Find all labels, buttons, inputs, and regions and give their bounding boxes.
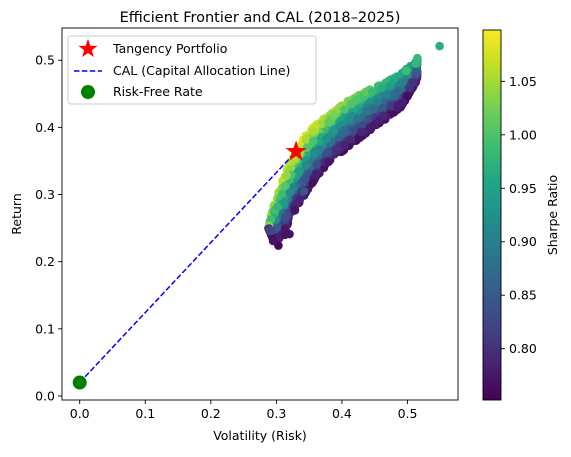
frontier-point — [322, 134, 331, 144]
frontier-point — [346, 135, 355, 144]
legend: Tangency Portfolio CAL (Capital Allocati… — [67, 35, 317, 105]
frontier-point — [293, 168, 303, 178]
frontier-point — [367, 87, 377, 97]
frontier-point — [311, 170, 321, 180]
frontier-point — [377, 103, 387, 113]
frontier-point — [403, 91, 413, 101]
plot-area — [72, 41, 444, 390]
legend-box — [67, 35, 317, 105]
frontier-point — [394, 86, 404, 96]
frontier-point — [365, 114, 374, 123]
plot-frame — [61, 27, 459, 401]
frontier-point — [340, 140, 349, 150]
legend-label-risk-free: Risk-Free Rate — [113, 84, 203, 99]
x-tick-label: 0.4 — [332, 406, 352, 421]
x-tick-label: 0.1 — [135, 406, 155, 421]
frontier-point — [324, 118, 333, 127]
colorbar-tick-label: 1.00 — [509, 127, 537, 142]
frontier-point — [361, 87, 371, 96]
frontier-point — [382, 90, 392, 99]
frontier-point — [309, 136, 318, 146]
frontier-point — [268, 236, 278, 246]
frontier-point — [285, 188, 295, 197]
frontier-point — [279, 188, 288, 198]
frontier-point — [312, 160, 322, 169]
frontier-point — [324, 157, 333, 166]
x-tick-label: 0.5 — [398, 406, 418, 421]
x-axis: 0.0 0.1 0.2 0.3 0.4 0.5 — [70, 400, 418, 421]
frontier-point — [282, 171, 291, 180]
x-tick-label: 0.3 — [266, 406, 286, 421]
frontier-point — [401, 66, 411, 76]
frontier-point — [408, 78, 418, 87]
colorbar-tick-label: 1.05 — [509, 74, 537, 89]
y-tick-label: 0.1 — [35, 321, 55, 336]
frontier-point — [357, 127, 366, 137]
frontier-point — [411, 59, 421, 68]
frontier-point — [329, 110, 339, 119]
frontier-point — [301, 161, 310, 170]
frontier-point — [319, 163, 329, 172]
legend-star-icon — [78, 39, 98, 58]
colorbar-tick-label: 0.95 — [509, 181, 537, 196]
frontier-point — [265, 225, 275, 235]
frontier-point — [302, 135, 312, 144]
frontier-point — [337, 129, 347, 138]
x-tick-label: 0.2 — [201, 406, 221, 421]
y-tick-label: 0.0 — [35, 388, 55, 403]
legend-circle-icon — [81, 85, 95, 99]
frontier-point — [323, 147, 333, 157]
frontier-point — [353, 114, 362, 123]
colorbar-tick-label: 0.80 — [509, 341, 537, 356]
cal-line — [79, 151, 297, 384]
frontier-point — [302, 143, 312, 153]
frontier-point — [307, 178, 317, 188]
colorbar-tick-label: 0.90 — [509, 234, 537, 249]
x-axis-label: Volatility (Risk) — [213, 428, 307, 443]
frontier-point — [299, 186, 309, 196]
frontier-scatter — [264, 41, 444, 250]
chart-title: Efficient Frontier and CAL (2018–2025) — [120, 10, 401, 26]
frontier-point — [290, 206, 299, 215]
y-axis: 0.0 0.1 0.2 0.3 0.4 0.5 — [35, 53, 62, 403]
y-axis-label: Return — [9, 193, 24, 234]
colorbar: 0.80 0.85 0.90 0.95 1.00 1.05 Sharpe Ratio — [482, 29, 560, 401]
frontier-point — [329, 126, 338, 135]
frontier-point — [412, 67, 422, 76]
frontier-point — [309, 127, 318, 136]
frontier-point — [273, 202, 282, 211]
frontier-point — [281, 212, 290, 222]
colorbar-gradient — [482, 29, 502, 401]
frontier-point — [369, 104, 379, 114]
frontier-point — [377, 83, 387, 93]
legend-label-tangency: Tangency Portfolio — [112, 41, 227, 56]
frontier-point — [347, 99, 356, 109]
frontier-point — [385, 81, 395, 90]
y-tick-label: 0.4 — [35, 120, 55, 135]
frontier-point — [372, 97, 382, 107]
colorbar-label: Sharpe Ratio — [545, 175, 560, 255]
y-tick-label: 0.2 — [35, 254, 55, 269]
x-tick-label: 0.0 — [70, 406, 90, 421]
frontier-point — [285, 229, 294, 239]
y-tick-label: 0.3 — [35, 187, 55, 202]
frontier-point — [393, 102, 402, 112]
frontier-point — [357, 121, 367, 130]
frontier-point — [340, 105, 349, 114]
tangency-portfolio-marker — [285, 140, 307, 161]
frontier-point — [435, 41, 444, 51]
frontier-point — [311, 147, 320, 157]
frontier-point — [280, 181, 290, 191]
colorbar-ticks: 0.80 0.85 0.90 0.95 1.00 1.05 — [501, 74, 537, 356]
colorbar-tick-label: 0.85 — [509, 288, 537, 303]
frontier-point — [374, 116, 384, 125]
y-tick-label: 0.5 — [35, 53, 55, 68]
legend-label-cal: CAL (Capital Allocation Line) — [113, 63, 290, 78]
frontier-point — [300, 175, 310, 184]
risk-free-rate-marker — [72, 375, 87, 390]
